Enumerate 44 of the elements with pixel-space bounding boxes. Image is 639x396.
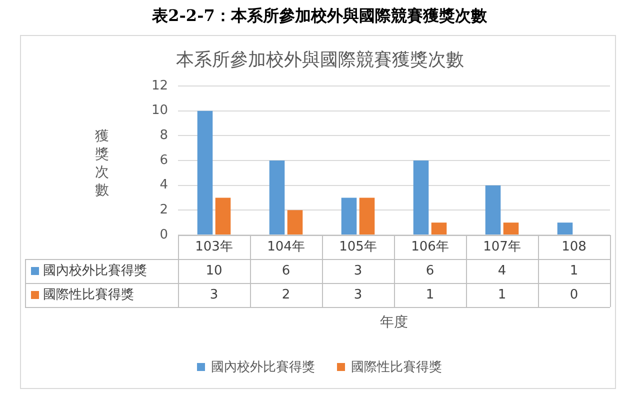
data-label: 1 (498, 287, 506, 302)
x-tick-label: 103年 (195, 239, 233, 254)
bar (287, 210, 303, 234)
y-tick-label: 2 (160, 202, 168, 218)
legend-label: 國內校外比賽得獎 (43, 263, 147, 278)
x-tick-label: 106年 (411, 239, 449, 254)
x-tick-label: 108 (562, 239, 586, 254)
bar (359, 198, 375, 234)
x-tick-label: 105年 (339, 239, 377, 254)
x-axis-title: 年度 (380, 314, 408, 331)
bar (269, 160, 285, 234)
text: 表2-2-7：本系所參加校外與國際競賽獲獎次數 (151, 6, 488, 27)
chart-title: 本系所參加校外與國際競賽獲獎次數 (176, 50, 464, 71)
y-tick-label: 4 (160, 178, 168, 193)
data-label: 0 (570, 287, 578, 302)
text: 國際性比賽得獎 (351, 360, 442, 375)
y-tick-label: 12 (151, 78, 168, 94)
data-label: 4 (498, 263, 506, 278)
bar (485, 185, 501, 234)
y-tick-label: 10 (151, 103, 168, 118)
y-axis-title: 獲獎次數 (95, 128, 109, 199)
data-label: 10 (206, 263, 222, 278)
data-label: 3 (354, 263, 362, 278)
data-label: 3 (210, 287, 218, 302)
bar (557, 222, 573, 234)
bar (503, 222, 519, 234)
x-tick-label: 104年 (267, 239, 305, 254)
x-tick-label: 107年 (483, 239, 521, 254)
bar (341, 198, 357, 234)
data-label: 1 (570, 263, 578, 278)
legend-label: 國際性比賽得獎 (43, 287, 134, 302)
bar (215, 198, 231, 234)
data-label: 2 (282, 287, 290, 302)
y-tick-label: 0 (160, 227, 168, 242)
bar (197, 110, 213, 234)
bar (413, 160, 429, 234)
text: 國內校外比賽得獎 (211, 360, 315, 375)
data-label: 3 (354, 287, 362, 302)
bar (431, 222, 447, 234)
data-label: 6 (426, 263, 434, 278)
data-label: 1 (426, 287, 434, 302)
y-tick-label: 6 (160, 152, 168, 168)
data-label: 6 (282, 263, 290, 278)
y-tick-label: 8 (160, 128, 168, 144)
